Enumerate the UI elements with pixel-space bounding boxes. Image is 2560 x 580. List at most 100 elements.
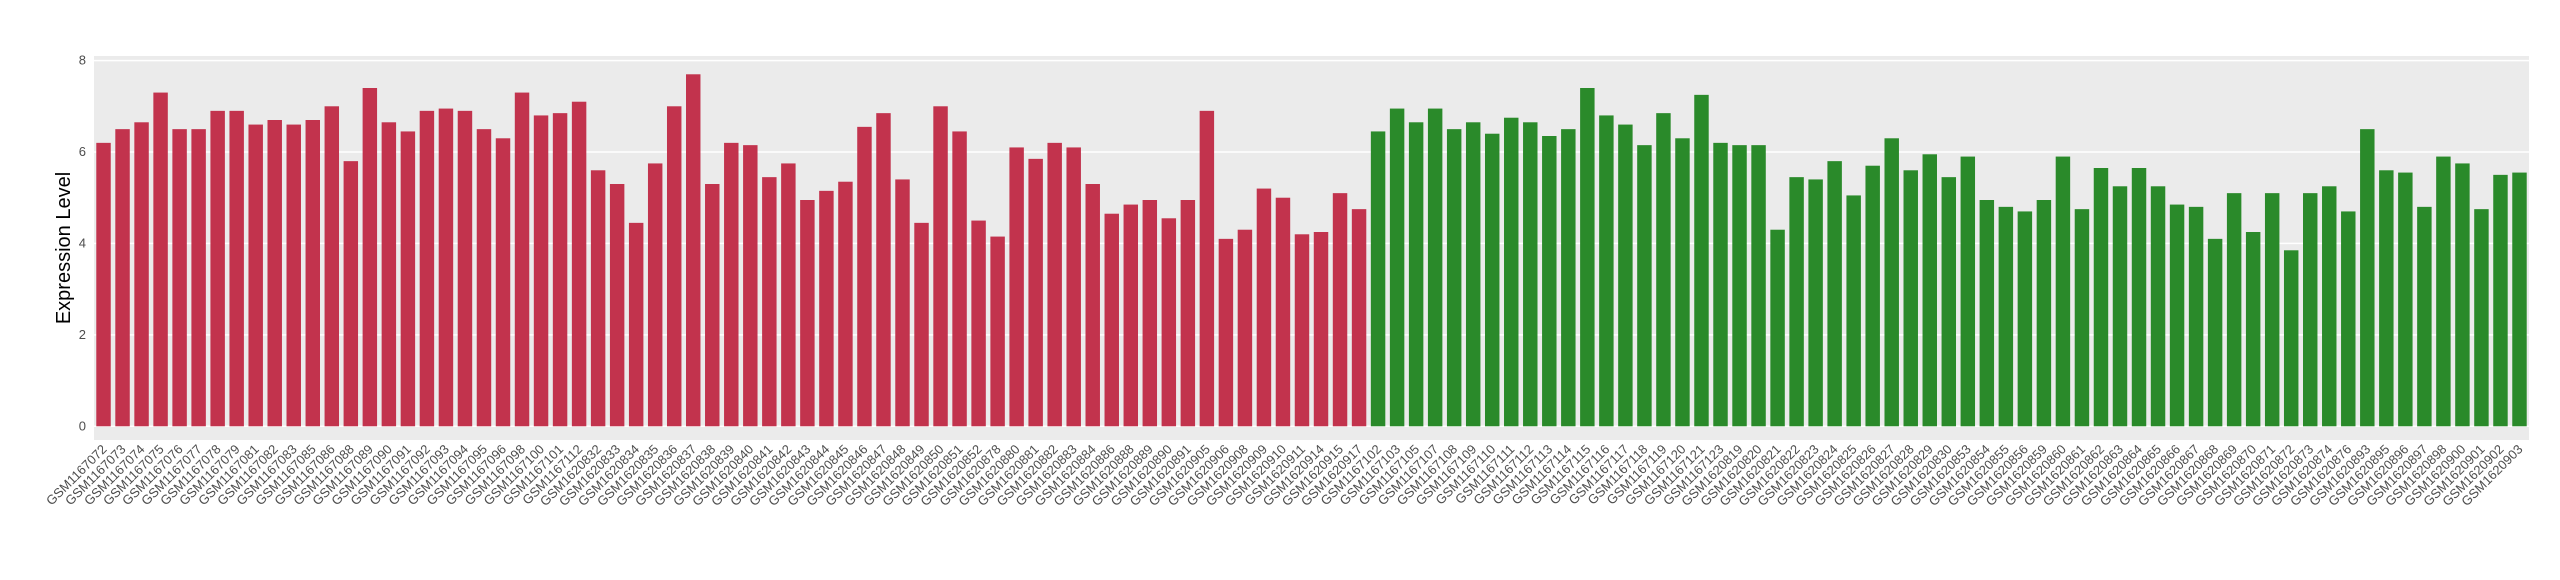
bar bbox=[628, 222, 644, 427]
bar bbox=[2360, 129, 2375, 427]
bar bbox=[781, 163, 796, 427]
bar bbox=[1580, 88, 1595, 427]
bar bbox=[914, 222, 929, 427]
bar bbox=[400, 131, 416, 427]
bar bbox=[590, 170, 606, 427]
bar bbox=[134, 122, 149, 427]
bar bbox=[2379, 170, 2394, 427]
bar bbox=[2093, 168, 2109, 427]
y-axis-title: Expression Level bbox=[53, 172, 75, 324]
bar bbox=[2017, 211, 2033, 427]
bar bbox=[2417, 206, 2432, 427]
bar bbox=[1256, 188, 1272, 427]
bar bbox=[172, 129, 187, 427]
bar bbox=[1370, 131, 1386, 427]
y-tick-label: 0 bbox=[79, 418, 86, 433]
bar bbox=[1484, 133, 1500, 427]
bar bbox=[457, 110, 473, 427]
bar bbox=[381, 122, 397, 427]
bar bbox=[1028, 158, 1043, 427]
bar bbox=[1770, 229, 1785, 427]
bar bbox=[1446, 129, 1462, 427]
bar bbox=[1618, 124, 1633, 427]
bar bbox=[1123, 204, 1139, 427]
bar bbox=[1656, 113, 1671, 427]
bar bbox=[2455, 163, 2470, 427]
bar bbox=[324, 106, 340, 427]
bar bbox=[1675, 138, 1690, 427]
bar bbox=[2245, 232, 2261, 427]
bar bbox=[1085, 184, 1100, 427]
bar bbox=[305, 120, 320, 427]
bar bbox=[2207, 238, 2223, 427]
bar bbox=[2398, 172, 2413, 427]
bar bbox=[495, 138, 511, 427]
bar bbox=[1351, 209, 1367, 427]
bar bbox=[1998, 206, 2014, 427]
y-tick-label: 4 bbox=[79, 235, 86, 250]
bar bbox=[571, 101, 587, 427]
bar bbox=[1523, 122, 1538, 427]
bar bbox=[286, 124, 301, 427]
bar bbox=[1504, 117, 1519, 427]
bar bbox=[1960, 156, 1976, 427]
bar bbox=[2322, 186, 2337, 427]
bar bbox=[153, 92, 168, 427]
bar bbox=[2036, 200, 2052, 427]
bar bbox=[1903, 170, 1918, 427]
bar bbox=[1599, 115, 1614, 427]
bar bbox=[2055, 156, 2071, 427]
bar bbox=[1637, 145, 1652, 427]
bar bbox=[1047, 142, 1062, 427]
bar bbox=[1827, 161, 1842, 427]
bar bbox=[267, 120, 282, 427]
bar bbox=[743, 145, 758, 427]
bar bbox=[666, 106, 682, 427]
bar bbox=[2283, 250, 2299, 427]
bar bbox=[476, 129, 492, 427]
bar bbox=[438, 108, 454, 427]
y-tick-label: 8 bbox=[79, 53, 86, 68]
bar bbox=[362, 88, 378, 427]
bar bbox=[1979, 200, 1995, 427]
bar bbox=[191, 129, 206, 427]
bar bbox=[857, 126, 872, 427]
bar bbox=[1009, 147, 1024, 427]
bar bbox=[2264, 193, 2280, 427]
bar bbox=[1389, 108, 1405, 427]
bar bbox=[1161, 218, 1177, 427]
bar bbox=[210, 110, 225, 427]
bar bbox=[686, 74, 701, 427]
bar bbox=[2493, 174, 2508, 427]
bar bbox=[533, 115, 549, 427]
bar bbox=[1713, 142, 1728, 427]
bar bbox=[2112, 186, 2128, 427]
bar bbox=[647, 163, 663, 427]
bar bbox=[1884, 138, 1899, 427]
bar bbox=[1846, 195, 1861, 427]
bar bbox=[1294, 234, 1310, 427]
bar bbox=[1313, 232, 1329, 427]
bar bbox=[552, 113, 568, 427]
bar bbox=[705, 184, 720, 427]
bar bbox=[2169, 204, 2185, 427]
bar bbox=[248, 124, 263, 427]
bar bbox=[990, 236, 1005, 427]
bar bbox=[1694, 94, 1709, 427]
bar bbox=[1808, 179, 1823, 427]
bar bbox=[724, 142, 739, 427]
bar bbox=[838, 181, 853, 427]
bar bbox=[343, 161, 359, 427]
bar bbox=[96, 142, 111, 427]
bar bbox=[1427, 108, 1443, 427]
bar bbox=[819, 190, 834, 427]
bar bbox=[1408, 122, 1424, 427]
bar bbox=[2226, 193, 2242, 427]
bar bbox=[2150, 186, 2166, 427]
bar bbox=[933, 106, 948, 427]
bar bbox=[1180, 200, 1196, 427]
bar bbox=[2341, 211, 2356, 427]
bar bbox=[1789, 177, 1804, 427]
bar bbox=[1332, 193, 1348, 427]
bar bbox=[2474, 209, 2489, 427]
